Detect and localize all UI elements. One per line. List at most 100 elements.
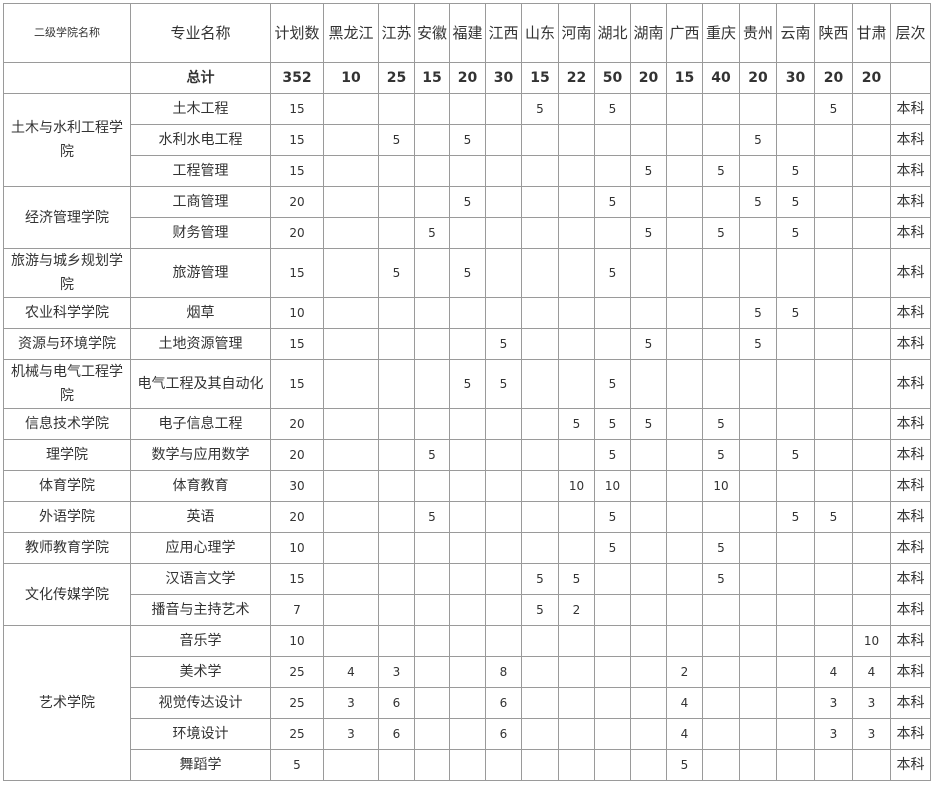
count-cell bbox=[666, 297, 703, 329]
count-cell: 5 bbox=[702, 439, 740, 471]
data-row: 外语学院 英语 20 5 5 5 5 本科 bbox=[3, 501, 931, 533]
count-cell: 15 bbox=[270, 328, 324, 360]
count-cell bbox=[666, 594, 703, 626]
college-name: 文化传媒学院 bbox=[3, 563, 131, 626]
count-cell bbox=[739, 408, 777, 440]
total-value: 15 bbox=[521, 62, 559, 94]
count-cell: 15 bbox=[270, 248, 324, 298]
count-cell bbox=[323, 328, 379, 360]
count-cell bbox=[378, 217, 415, 249]
count-cell bbox=[378, 470, 415, 502]
level: 本科 bbox=[890, 563, 931, 595]
count-cell bbox=[814, 563, 853, 595]
count-cell bbox=[739, 718, 777, 750]
count-cell bbox=[630, 501, 667, 533]
count-cell bbox=[776, 594, 815, 626]
count-cell bbox=[485, 186, 522, 218]
count-cell bbox=[521, 470, 559, 502]
major-name: 土木工程 bbox=[130, 93, 271, 125]
count-cell bbox=[702, 749, 740, 781]
count-cell bbox=[521, 186, 559, 218]
level: 本科 bbox=[890, 328, 931, 360]
count-cell bbox=[630, 563, 667, 595]
college-name: 机械与电气工程学院 bbox=[3, 359, 131, 409]
count-cell bbox=[521, 749, 559, 781]
major-name: 美术学 bbox=[130, 656, 271, 688]
empty-cell bbox=[3, 62, 131, 94]
count-cell: 10 bbox=[702, 470, 740, 502]
major-name: 旅游管理 bbox=[130, 248, 271, 298]
count-cell bbox=[702, 248, 740, 298]
total-row: 总计 352 10 25 15 20 30 15 22 50 20 15 40 20 30 20 20 bbox=[3, 62, 931, 94]
total-value: 20 bbox=[739, 62, 777, 94]
header-cell: 湖南 bbox=[630, 3, 667, 63]
count-cell: 5 bbox=[702, 563, 740, 595]
data-row: 土木与水利工程学院 土木工程 15 5 5 5 本科 bbox=[3, 93, 931, 187]
major-name: 舞蹈学 bbox=[130, 749, 271, 781]
college-name: 理学院 bbox=[3, 439, 131, 471]
header-cell: 陕西 bbox=[814, 3, 853, 63]
college-name: 旅游与城乡规划学院 bbox=[3, 248, 131, 298]
data-row: 体育学院 体育教育 30 10 10 10 本科 bbox=[3, 470, 931, 502]
count-cell bbox=[702, 186, 740, 218]
count-cell bbox=[666, 563, 703, 595]
count-cell bbox=[414, 749, 450, 781]
college-name: 土木与水利工程学院 bbox=[3, 93, 131, 187]
count-cell bbox=[449, 470, 486, 502]
count-cell bbox=[594, 124, 631, 156]
count-cell bbox=[485, 563, 522, 595]
count-cell bbox=[323, 408, 379, 440]
college-name: 体育学院 bbox=[3, 470, 131, 502]
count-cell: 5 bbox=[739, 297, 777, 329]
count-cell bbox=[414, 563, 450, 595]
count-cell bbox=[852, 297, 891, 329]
count-cell: 10 bbox=[558, 470, 595, 502]
count-cell bbox=[521, 501, 559, 533]
count-cell bbox=[630, 359, 667, 409]
count-cell: 5 bbox=[739, 328, 777, 360]
count-cell bbox=[521, 328, 559, 360]
count-cell bbox=[558, 186, 595, 218]
count-cell bbox=[852, 439, 891, 471]
major-name: 土地资源管理 bbox=[130, 328, 271, 360]
major-name: 水利水电工程 bbox=[130, 124, 271, 156]
level: 本科 bbox=[890, 656, 931, 688]
data-row: 舞蹈学 5 5 本科 bbox=[4, 749, 931, 781]
count-cell: 3 bbox=[814, 718, 853, 750]
count-cell bbox=[814, 155, 853, 187]
college-name: 经济管理学院 bbox=[3, 186, 131, 249]
count-cell bbox=[414, 687, 450, 719]
count-cell bbox=[814, 186, 853, 218]
count-cell bbox=[485, 408, 522, 440]
header-cell: 江苏 bbox=[378, 3, 415, 63]
data-row: 信息技术学院 电子信息工程 20 5 5 5 5 本科 bbox=[3, 408, 931, 440]
count-cell bbox=[449, 532, 486, 564]
level: 本科 bbox=[890, 124, 931, 156]
header-cell: 河南 bbox=[558, 3, 595, 63]
count-cell bbox=[558, 501, 595, 533]
count-cell bbox=[666, 248, 703, 298]
count-cell bbox=[852, 532, 891, 564]
major-name: 工程管理 bbox=[130, 155, 271, 187]
count-cell bbox=[323, 359, 379, 409]
count-cell bbox=[630, 439, 667, 471]
count-cell: 5 bbox=[378, 124, 415, 156]
count-cell bbox=[739, 687, 777, 719]
level: 本科 bbox=[890, 439, 931, 471]
level: 本科 bbox=[890, 501, 931, 533]
count-cell bbox=[852, 359, 891, 409]
header-cell: 江西 bbox=[485, 3, 522, 63]
count-cell bbox=[449, 749, 486, 781]
count-cell bbox=[521, 439, 559, 471]
count-cell bbox=[521, 687, 559, 719]
count-cell: 10 bbox=[270, 532, 324, 564]
count-cell: 15 bbox=[270, 93, 324, 125]
count-cell: 5 bbox=[270, 749, 324, 781]
count-cell: 5 bbox=[776, 501, 815, 533]
count-cell bbox=[558, 217, 595, 249]
header-cell: 专业名称 bbox=[130, 3, 271, 63]
count-cell: 5 bbox=[702, 532, 740, 564]
count-cell bbox=[666, 470, 703, 502]
count-cell: 10 bbox=[852, 625, 891, 657]
count-cell bbox=[485, 749, 522, 781]
